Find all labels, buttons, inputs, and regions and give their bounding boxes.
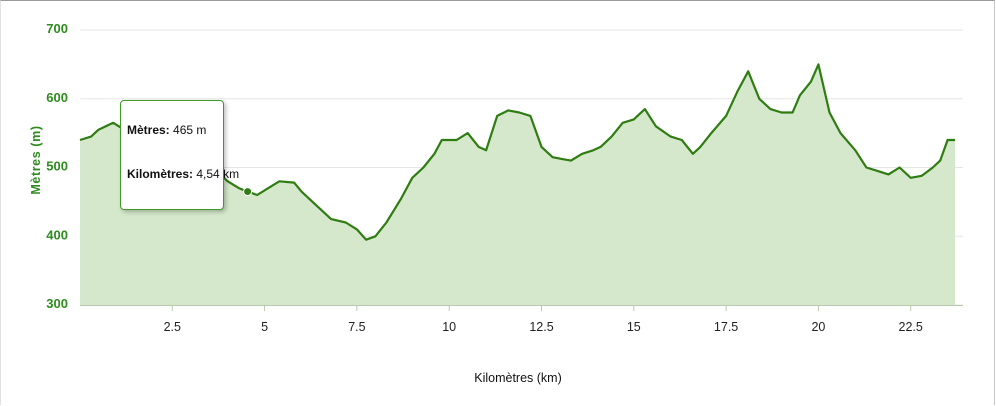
x-tick-label: 15 (627, 320, 641, 334)
y-tick-label: 400 (46, 227, 68, 242)
y-tick-label: 500 (46, 159, 68, 174)
tooltip-km-label: Kilomètres: (127, 167, 194, 181)
elevation-area (80, 64, 955, 306)
plot-area (79, 63, 955, 306)
hover-point-marker (243, 187, 253, 197)
x-tick-label: 12.5 (529, 320, 553, 334)
y-tick-label: 600 (46, 90, 68, 105)
x-tick-label: 7.5 (348, 320, 365, 334)
tooltip-km-value: 4,54 km (196, 167, 240, 181)
tooltip-metres-value: 465 m (173, 123, 207, 137)
y-axis-title: Mètres (m) (29, 125, 43, 194)
y-tick-label: 300 (46, 296, 68, 311)
x-tick-label: 17.5 (714, 320, 738, 334)
x-axis-title: Kilomètres (km) (474, 371, 562, 385)
y-tick-label: 700 (46, 21, 68, 36)
tooltip-metres-label: Mètres: (127, 123, 170, 137)
tooltip-metres-row: Mètres: 465 m (127, 123, 206, 137)
tooltip: Mètres: 465 m Kilomètres: 4,54 km (120, 100, 239, 210)
elevation-line (79, 63, 955, 241)
axes: 300 400 500 600 700 2.5 5 7.5 10 12.5 15 17.5 20 22.5 (46, 21, 963, 334)
x-tick-label: 10 (442, 320, 456, 334)
x-tick-label: 2.5 (164, 320, 181, 334)
x-tick-label: 5 (261, 320, 268, 334)
tooltip-km-row: Kilomètres: 4,54 km (127, 167, 239, 181)
x-tick-label: 20 (811, 320, 825, 334)
x-tick-label: 22.5 (899, 320, 923, 334)
